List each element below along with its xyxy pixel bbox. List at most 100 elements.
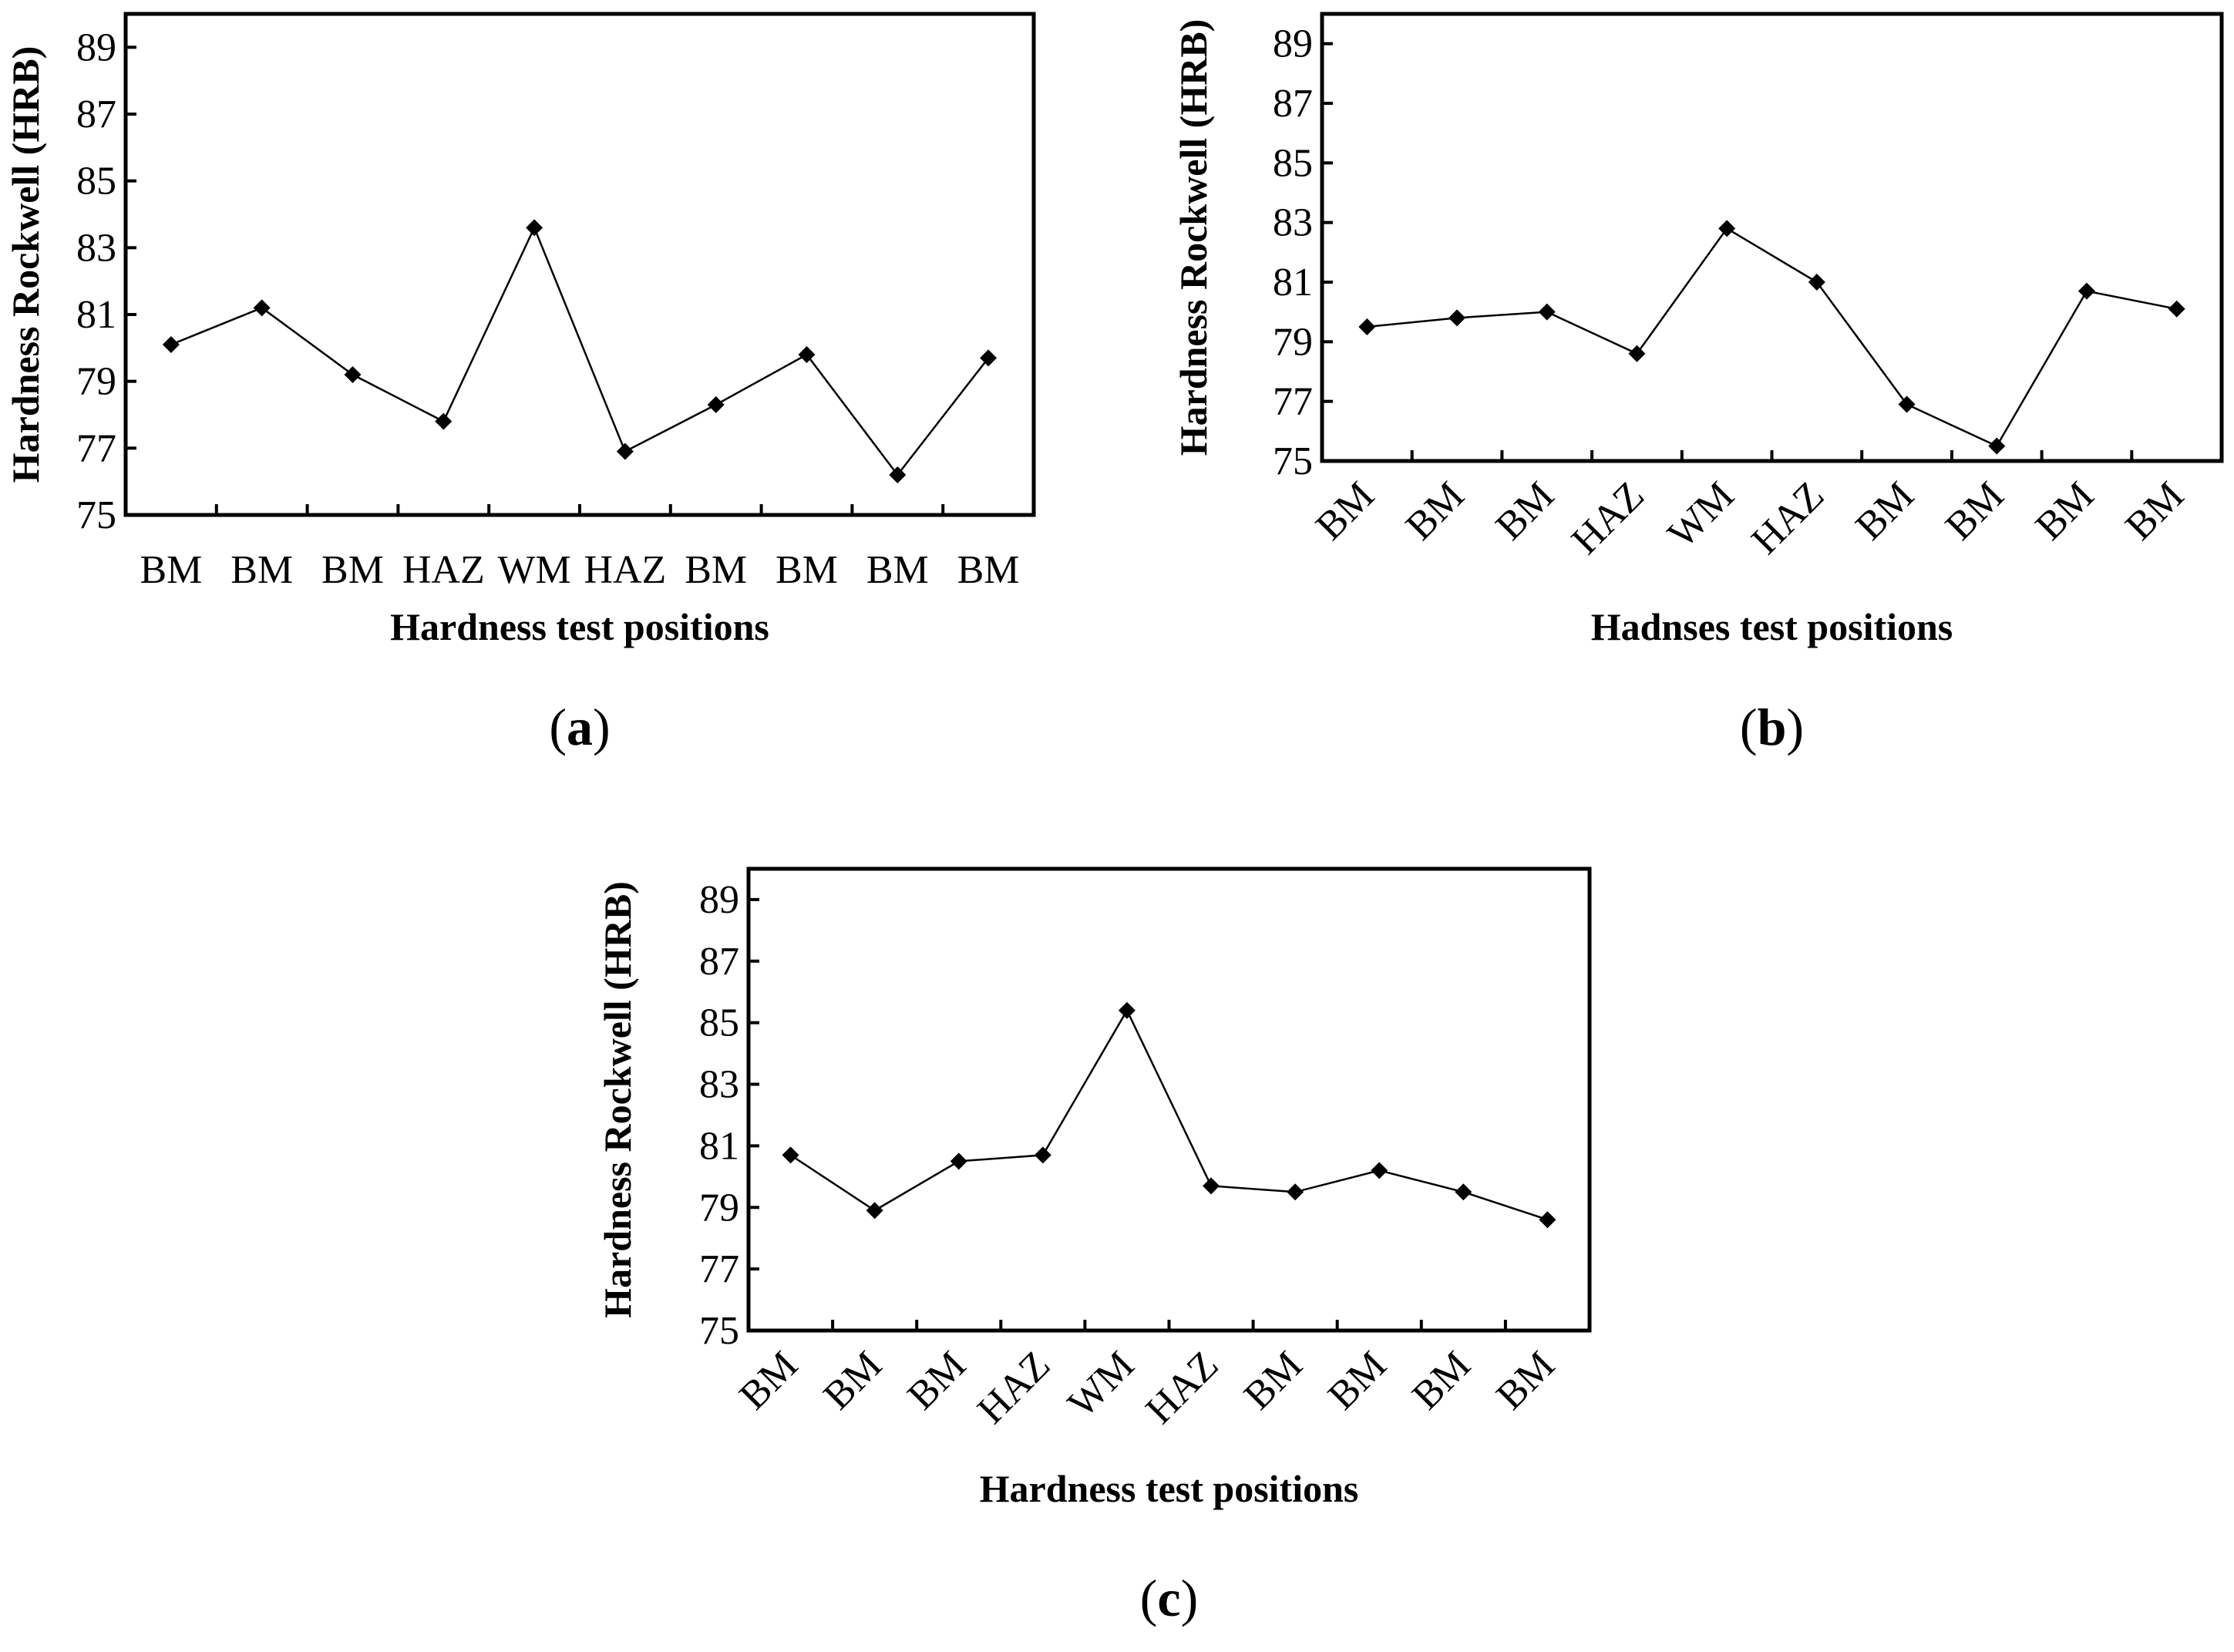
x-tick-label: HAZ <box>1138 1343 1227 1432</box>
panel-letter: c <box>1157 1569 1180 1627</box>
y-tick-label: 87 <box>1273 82 1313 126</box>
x-tick-label: BM <box>1404 1343 1479 1418</box>
data-point <box>1718 220 1736 237</box>
data-point <box>162 336 180 353</box>
x-axis-title: Hardness test positions <box>390 605 769 648</box>
data-point <box>1988 437 2006 455</box>
x-tick-label: BM <box>1937 473 2013 549</box>
x-tick-label: BM <box>1307 473 1383 549</box>
y-tick-label: 81 <box>1273 261 1313 304</box>
y-tick-label: 87 <box>76 93 116 136</box>
x-tick-label: BM <box>1488 473 1563 549</box>
x-tick-label: BM <box>1320 1343 1395 1418</box>
plot-frame <box>123 12 1036 517</box>
x-tick-label: HAZ <box>1743 473 1832 563</box>
panel-label: (c) <box>1140 1569 1199 1627</box>
plot-frame <box>1320 12 2224 463</box>
y-tick-label: 79 <box>76 360 116 404</box>
data-point <box>2078 282 2095 300</box>
y-axis-title: Hardness Rockwell (HRB) <box>1172 19 1215 456</box>
x-tick-label: BM <box>2027 473 2103 549</box>
x-tick-label: BM <box>776 548 838 592</box>
x-tick-label: HAZ <box>969 1343 1058 1432</box>
x-tick-label: BM <box>2118 473 2193 549</box>
x-tick-label: WM <box>1060 1343 1143 1426</box>
data-point <box>1455 1183 1472 1201</box>
data-point <box>980 349 998 367</box>
x-tick-label: BM <box>957 548 1020 592</box>
x-axis-title: Hadnses test positions <box>1591 605 1953 648</box>
data-point <box>950 1152 967 1170</box>
x-tick-label: BM <box>685 548 747 592</box>
data-point <box>1358 318 1376 335</box>
y-axis-title: Hardness Rockwell (HRB) <box>4 46 47 483</box>
data-point <box>1538 303 1556 321</box>
y-tick-label: 77 <box>699 1247 739 1291</box>
y-tick-label: 83 <box>1273 201 1313 245</box>
data-point <box>2168 300 2185 318</box>
x-tick-label: BM <box>1236 1343 1311 1418</box>
x-axis-title: Hardness test positions <box>980 1467 1359 1510</box>
x-tick-label: BM <box>816 1343 891 1418</box>
x-tick-label: BM <box>140 548 202 592</box>
y-tick-label: 89 <box>699 878 739 922</box>
data-point <box>1539 1211 1556 1229</box>
y-axis-title: Hardness Rockwell (HRB) <box>596 881 639 1318</box>
data-point <box>253 299 271 317</box>
panel-label: (b) <box>1740 698 1804 756</box>
panel-letter: a <box>567 698 593 756</box>
panel-label: (a) <box>549 698 610 756</box>
x-tick-label: BM <box>1488 1343 1563 1418</box>
data-point <box>889 466 907 483</box>
y-tick-label: 85 <box>76 160 116 204</box>
x-tick-label: BM <box>900 1343 975 1418</box>
y-tick-label: 79 <box>1273 320 1313 364</box>
x-tick-label: BM <box>1848 473 1923 549</box>
y-tick-label: 89 <box>76 25 116 69</box>
y-tick-label: 85 <box>699 1001 739 1045</box>
data-point <box>1287 1183 1304 1201</box>
y-tick-label: 75 <box>1273 439 1313 483</box>
panel-letter: b <box>1758 698 1787 756</box>
y-tick-label: 87 <box>699 940 739 984</box>
y-tick-label: 89 <box>1273 22 1313 66</box>
x-tick-label: BM <box>230 548 293 592</box>
series-line <box>1367 227 2177 448</box>
x-tick-label: WM <box>497 548 570 592</box>
data-point <box>526 219 543 237</box>
data-point <box>866 1202 883 1220</box>
data-point <box>782 1146 799 1164</box>
y-tick-label: 83 <box>699 1063 739 1107</box>
y-tick-label: 81 <box>699 1124 739 1168</box>
data-point <box>1808 274 1825 291</box>
y-tick-label: 81 <box>76 293 116 337</box>
data-point <box>1898 395 1916 413</box>
x-tick-label: BM <box>732 1343 807 1418</box>
data-point <box>1371 1162 1388 1179</box>
x-tick-label: BM <box>1398 473 1473 549</box>
x-tick-label: BM <box>321 548 384 592</box>
x-tick-label: HAZ <box>402 548 485 592</box>
x-tick-label: HAZ <box>1563 473 1653 563</box>
y-tick-label: 77 <box>1273 380 1313 424</box>
y-tick-label: 83 <box>76 226 116 270</box>
x-tick-label: HAZ <box>584 548 666 592</box>
data-point <box>1628 345 1646 362</box>
data-point <box>344 366 362 383</box>
y-tick-label: 85 <box>1273 141 1313 185</box>
data-point <box>1034 1146 1051 1164</box>
series-line <box>789 1008 1548 1221</box>
data-point <box>435 412 453 430</box>
data-point <box>1118 1001 1136 1019</box>
data-point <box>1203 1177 1220 1195</box>
data-point <box>1448 309 1466 327</box>
y-tick-label: 75 <box>76 493 116 537</box>
x-tick-label: BM <box>866 548 929 592</box>
x-tick-label: WM <box>1660 473 1743 557</box>
series-line <box>170 225 990 477</box>
data-point <box>616 442 634 460</box>
